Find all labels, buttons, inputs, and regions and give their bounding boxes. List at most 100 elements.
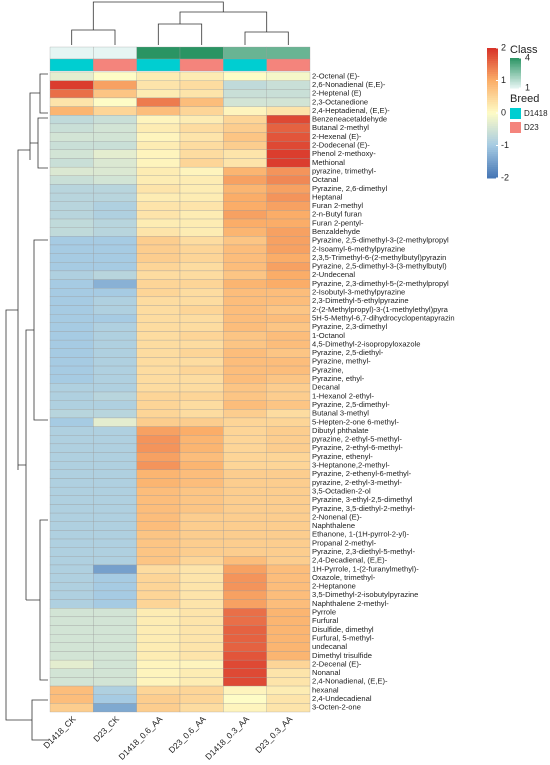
colorbar-step (487, 84, 498, 88)
heatmap-cell (136, 296, 181, 306)
heatmap-cell (179, 616, 224, 626)
row-label: 4,5-Dimethyl-2-isopropyloxazole (312, 339, 420, 348)
heatmap-cell (93, 495, 137, 505)
heatmap-cell (223, 141, 267, 150)
heatmap-cell (93, 244, 137, 254)
heatmap-cell (223, 383, 267, 393)
heatmap-cell (49, 556, 94, 566)
heatmap-cell (93, 305, 137, 315)
heatmap-cell (179, 564, 224, 574)
heatmap-cell (179, 288, 224, 298)
heatmap-cell (223, 123, 267, 133)
class-legend-step (510, 86, 521, 89)
row-label: 2-Dodecenal (E)- (312, 141, 370, 150)
heatmap-cell (266, 288, 311, 298)
heatmap-cell (179, 599, 224, 609)
heatmap-cell (93, 512, 137, 522)
heatmap-cell (179, 158, 224, 168)
heatmap-cell (49, 262, 94, 272)
colorbar-step (487, 102, 498, 105)
heatmap-cell (179, 175, 224, 185)
heatmap-cell (49, 417, 94, 427)
heatmap-cell (223, 625, 267, 635)
heatmap-cell (93, 461, 137, 470)
row-label: Pyrazine, 2,5-dimethyl-3-(3-methylbutyl) (312, 262, 447, 271)
heatmap-cell (136, 192, 181, 202)
row-label: Butanal 2-methyl (312, 123, 369, 132)
heatmap-cell (179, 469, 224, 479)
row-label: Oxazole, trimethyl- (312, 573, 376, 582)
heatmap-cell (223, 435, 267, 445)
heatmap-cell (223, 331, 267, 341)
heatmap-cell (179, 365, 224, 375)
heatmap-cell (223, 651, 267, 661)
heatmap-cell (49, 409, 94, 419)
colorbar-tick-label: 0 (501, 107, 506, 117)
colorbar-step (487, 126, 498, 129)
heatmap-cell (179, 184, 224, 194)
heatmap-cell (136, 244, 181, 254)
row-label: Pyrazine, methyl- (312, 357, 371, 366)
colorbar-step (487, 130, 498, 133)
heatmap-cell (223, 279, 267, 289)
class-legend-step (510, 59, 521, 62)
heatmap-cell (136, 158, 181, 168)
heatmap-cell (136, 478, 181, 488)
heatmap-cell (136, 374, 181, 384)
heatmap-cell (179, 106, 224, 116)
heatmap-cell (266, 694, 311, 704)
heatmap-cell (179, 538, 224, 548)
heatmap-cell (223, 166, 267, 176)
heatmap-cell (93, 123, 137, 133)
heatmap-cell (136, 677, 181, 687)
heatmap-cell (266, 573, 311, 583)
heatmap-cell (266, 184, 311, 194)
heatmap-cell (136, 89, 181, 99)
row-label: 3-Octen-2-one (312, 703, 361, 712)
heatmap-cell (223, 201, 267, 211)
heatmap-cell (136, 625, 181, 635)
heatmap-cell (266, 141, 311, 150)
heatmap-cell (93, 590, 137, 600)
heatmap-cell (136, 634, 181, 643)
row-label: Pyrazine, 2-ethenyl-6-methyl- (312, 469, 412, 478)
column-label: D1418_CK (41, 714, 78, 751)
heatmap-cell (93, 132, 137, 142)
heatmap-cell (93, 486, 137, 496)
heatmap-cell (49, 115, 94, 125)
heatmap-cell (179, 322, 224, 332)
colorbar-step (487, 110, 498, 114)
heatmap-cell (223, 642, 267, 652)
heatmap-cell (49, 642, 94, 652)
row-label: Heptanal (312, 192, 343, 201)
heatmap-cell (49, 530, 94, 540)
heatmap-cell (179, 71, 224, 81)
class-cell (49, 46, 94, 60)
colorbar-step (487, 65, 498, 68)
colorbar-step (487, 145, 498, 149)
row-label: Pyrazine, 2,6-dimethyl (312, 184, 387, 193)
heatmap-cell (179, 478, 224, 488)
heatmap-cell (49, 192, 94, 202)
colorbar-step (487, 54, 498, 58)
row-label: 2-(2-Methylpropyl)-3-(1-methylethyl)pyra (312, 305, 449, 314)
colorbar-step (487, 50, 498, 53)
colorbar-step (487, 169, 498, 172)
heatmap-cell (179, 218, 224, 228)
heatmap-cell (136, 616, 181, 626)
heatmap-cell (179, 426, 224, 436)
heatmap-cell (93, 452, 137, 462)
heatmap-cell (223, 80, 267, 90)
heatmap-cell (93, 556, 137, 566)
colorbar-step (487, 63, 498, 66)
heatmap-cell (266, 582, 311, 592)
heatmap-cell (179, 383, 224, 393)
heatmap-cell (179, 339, 224, 349)
heatmap-cell (266, 495, 311, 505)
heatmap-cell (223, 322, 267, 332)
class-cell (266, 46, 311, 60)
colorbar-step (487, 134, 498, 138)
heatmap-cell (49, 668, 94, 678)
heatmap-cell (136, 218, 181, 228)
heatmap-cell (266, 227, 311, 237)
